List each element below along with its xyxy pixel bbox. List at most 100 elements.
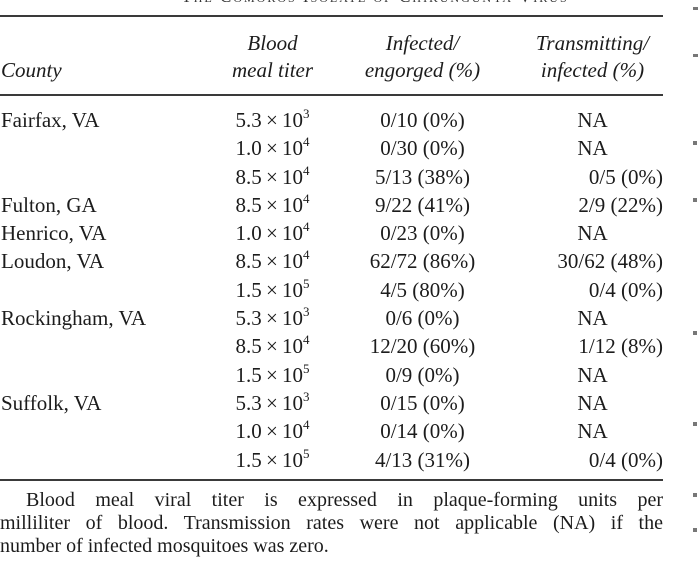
infected-cell: 12/20 (60%) — [369, 334, 476, 359]
titer-cell: 5.3 × 103 — [200, 106, 345, 134]
table-bottom-rule — [0, 479, 663, 481]
table-row: 1.5 × 105 4/5 (80%) 0/4 (0%) — [0, 276, 663, 304]
transmitting-cell: 0/4 (0%) — [588, 447, 663, 472]
titer-base: 5.3 × 10 — [235, 108, 303, 132]
county-cell: Fairfax, VA — [1, 108, 100, 132]
table-row: Fulton, GA 8.5 × 104 9/22 (41%) 2/9 (22%… — [0, 191, 663, 219]
titer-exponent: 3 — [303, 106, 310, 121]
table-body: Fairfax, VA 5.3 × 103 0/10 (0%) NA 1.0 ×… — [0, 96, 663, 474]
titer-exponent: 4 — [303, 332, 310, 348]
header-transmitting-infected: Transmitting/ infected (%) — [535, 31, 650, 82]
table-row: 8.5 × 104 12/20 (60%) 1/12 (8%) — [0, 332, 663, 360]
titer-base: 1.0 × 10 — [235, 419, 303, 444]
titer-cell: 1.5 × 105 — [200, 276, 345, 304]
table-row: 1.0 × 104 0/30 (0%) NA — [0, 134, 663, 162]
county-cell: Rockingham, VA — [1, 306, 147, 331]
county-cell — [0, 361, 200, 389]
table-top-rule — [0, 15, 663, 17]
transmitting-cell: 2/9 (22%) — [578, 192, 663, 217]
titer-base: 1.5 × 10 — [235, 277, 303, 302]
county-cell — [0, 163, 200, 191]
titer-cell: 1.0 × 104 — [200, 134, 345, 162]
footnote-line: Blood meal viral titer is expressed in p… — [26, 489, 663, 511]
infected-cell: 9/22 (41%) — [374, 192, 471, 217]
infected-cell: 0/9 (0%) — [385, 362, 460, 387]
titer-cell: 1.5 × 105 — [200, 361, 345, 389]
titer-base: 8.5 × 10 — [235, 164, 303, 189]
titer-base: 8.5 × 10 — [235, 249, 303, 274]
gutter-fragment — [693, 528, 697, 532]
county-cell — [0, 276, 200, 304]
county-cell — [0, 446, 200, 474]
titer-exponent: 4 — [303, 219, 310, 235]
infected-cell: 0/23 (0%) — [380, 221, 465, 246]
table-row: 1.5 × 105 4/13 (31%) 0/4 (0%) — [0, 446, 663, 474]
county-cell: Fulton, GA — [1, 192, 97, 217]
titer-exponent: 3 — [303, 304, 310, 320]
table-header-rule — [0, 94, 663, 96]
transmitting-cell: 0/4 (0%) — [588, 277, 663, 302]
infected-cell: 4/5 (80%) — [380, 277, 465, 302]
table-row: Suffolk, VA 5.3 × 103 0/15 (0%) NA — [0, 389, 663, 417]
table-caption-text: The Comoros Isolate of Chikungunya Virus — [85, 0, 665, 7]
titer-base: 8.5 × 10 — [235, 334, 303, 359]
infected-cell: 4/13 (31%) — [374, 447, 471, 472]
titer-cell: 8.5 × 104 — [200, 191, 345, 219]
titer-base: 1.5 × 10 — [235, 447, 303, 472]
gutter-fragment — [693, 331, 697, 335]
table-header-row: County Blood meal titer Infected/ engorg… — [0, 22, 663, 84]
table-row: Rockingham, VA 5.3 × 103 0/6 (0%) NA — [0, 304, 663, 332]
gutter-fragment — [693, 493, 697, 497]
table-row: Henrico, VA 1.0 × 104 0/23 (0%) NA — [0, 219, 663, 247]
table-row: 8.5 × 104 5/13 (38%) 0/5 (0%) — [0, 163, 663, 191]
titer-base: 5.3 × 10 — [235, 390, 303, 415]
table-row: Fairfax, VA 5.3 × 103 0/10 (0%) NA — [0, 106, 663, 134]
footnote-line: milliliter of blood. Transmission rates … — [0, 512, 663, 534]
titer-exponent: 3 — [303, 388, 310, 404]
county-cell — [0, 134, 200, 162]
infected-cell: 0/30 (0%) — [380, 136, 465, 161]
titer-cell: 8.5 × 104 — [200, 163, 345, 191]
titer-cell: 1.0 × 104 — [200, 417, 345, 445]
titer-base: 5.3 × 10 — [235, 306, 303, 331]
county-cell: Loudon, VA — [1, 249, 105, 274]
table-row: Loudon, VA 8.5 × 104 62/72 (86%) 30/62 (… — [0, 247, 663, 275]
header-blood-meal-titer: Blood meal titer — [231, 31, 314, 82]
titer-exponent: 4 — [303, 134, 310, 150]
transmitting-cell: NA — [577, 362, 608, 387]
titer-cell: 1.0 × 104 — [200, 219, 345, 247]
gutter-fragment — [693, 54, 698, 57]
gutter-fragment — [693, 7, 698, 10]
table-caption-clipped: The Comoros Isolate of Chikungunya Virus — [85, 0, 665, 8]
infected-cell: 0/6 (0%) — [385, 306, 460, 331]
titer-base: 1.5 × 10 — [235, 362, 303, 387]
titer-cell: 5.3 × 103 — [200, 304, 345, 332]
header-county: County — [1, 58, 62, 82]
table-row: 1.0 × 104 0/14 (0%) NA — [0, 417, 663, 445]
transmitting-cell: 30/62 (48%) — [557, 249, 663, 274]
transmitting-cell: NA — [577, 419, 608, 444]
transmitting-cell: NA — [577, 390, 608, 415]
titer-exponent: 4 — [303, 162, 310, 178]
titer-exponent: 5 — [303, 445, 310, 461]
county-cell: Suffolk, VA — [1, 390, 102, 415]
transmitting-cell: NA — [577, 108, 608, 132]
infected-cell: 0/15 (0%) — [380, 390, 465, 415]
transmitting-cell: 0/5 (0%) — [588, 164, 663, 189]
county-cell — [0, 417, 200, 445]
titer-cell: 5.3 × 103 — [200, 389, 345, 417]
titer-exponent: 5 — [303, 360, 310, 376]
county-cell — [0, 332, 200, 360]
transmitting-cell: NA — [577, 136, 608, 161]
titer-cell: 1.5 × 105 — [200, 446, 345, 474]
infected-cell: 0/14 (0%) — [380, 419, 465, 444]
county-cell: Henrico, VA — [1, 221, 107, 246]
transmitting-cell: NA — [577, 221, 608, 246]
footnote-line: number of infected mosquitoes was zero. — [0, 535, 329, 557]
table-footnote: Blood meal viral titer is expressed in p… — [0, 489, 663, 558]
header-infected-engorged: Infected/ engorged (%) — [364, 31, 481, 82]
gutter-fragment — [693, 198, 697, 202]
transmitting-cell: NA — [577, 306, 608, 331]
titer-cell: 8.5 × 104 — [200, 332, 345, 360]
